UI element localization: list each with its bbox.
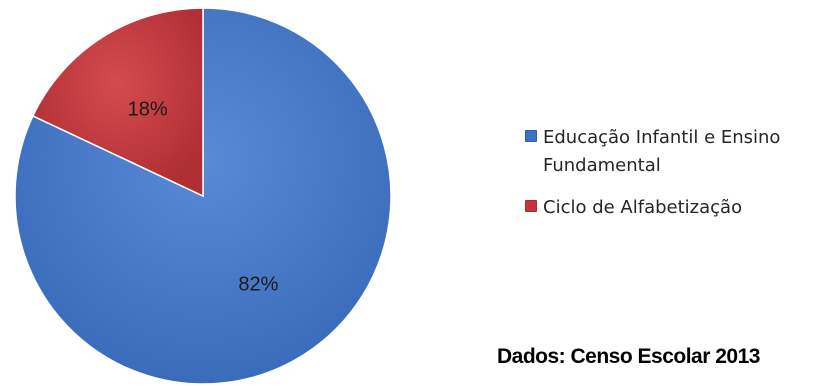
slice-label-educacao-infantil: 82% bbox=[238, 273, 278, 295]
legend-swatch bbox=[525, 200, 537, 212]
legend-label: Educação Infantil e Ensino Fundamental bbox=[543, 127, 781, 176]
legend-label: Ciclo de Alfabetização bbox=[543, 197, 743, 218]
pie-slice-ciclo-alfabetizacao bbox=[31, 7, 204, 198]
data-source-note: Dados: Censo Escolar 2013 bbox=[497, 345, 760, 368]
legend-item-ciclo-alfabetizacao: Ciclo de Alfabetização bbox=[525, 194, 825, 222]
slice-label-ciclo-alfabetizacao: 18% bbox=[128, 99, 168, 121]
chart-legend: Educação Infantil e Ensino Fundamental C… bbox=[525, 124, 825, 236]
legend-swatch bbox=[525, 130, 537, 142]
legend-item-educacao-infantil: Educação Infantil e Ensino Fundamental bbox=[525, 124, 825, 180]
